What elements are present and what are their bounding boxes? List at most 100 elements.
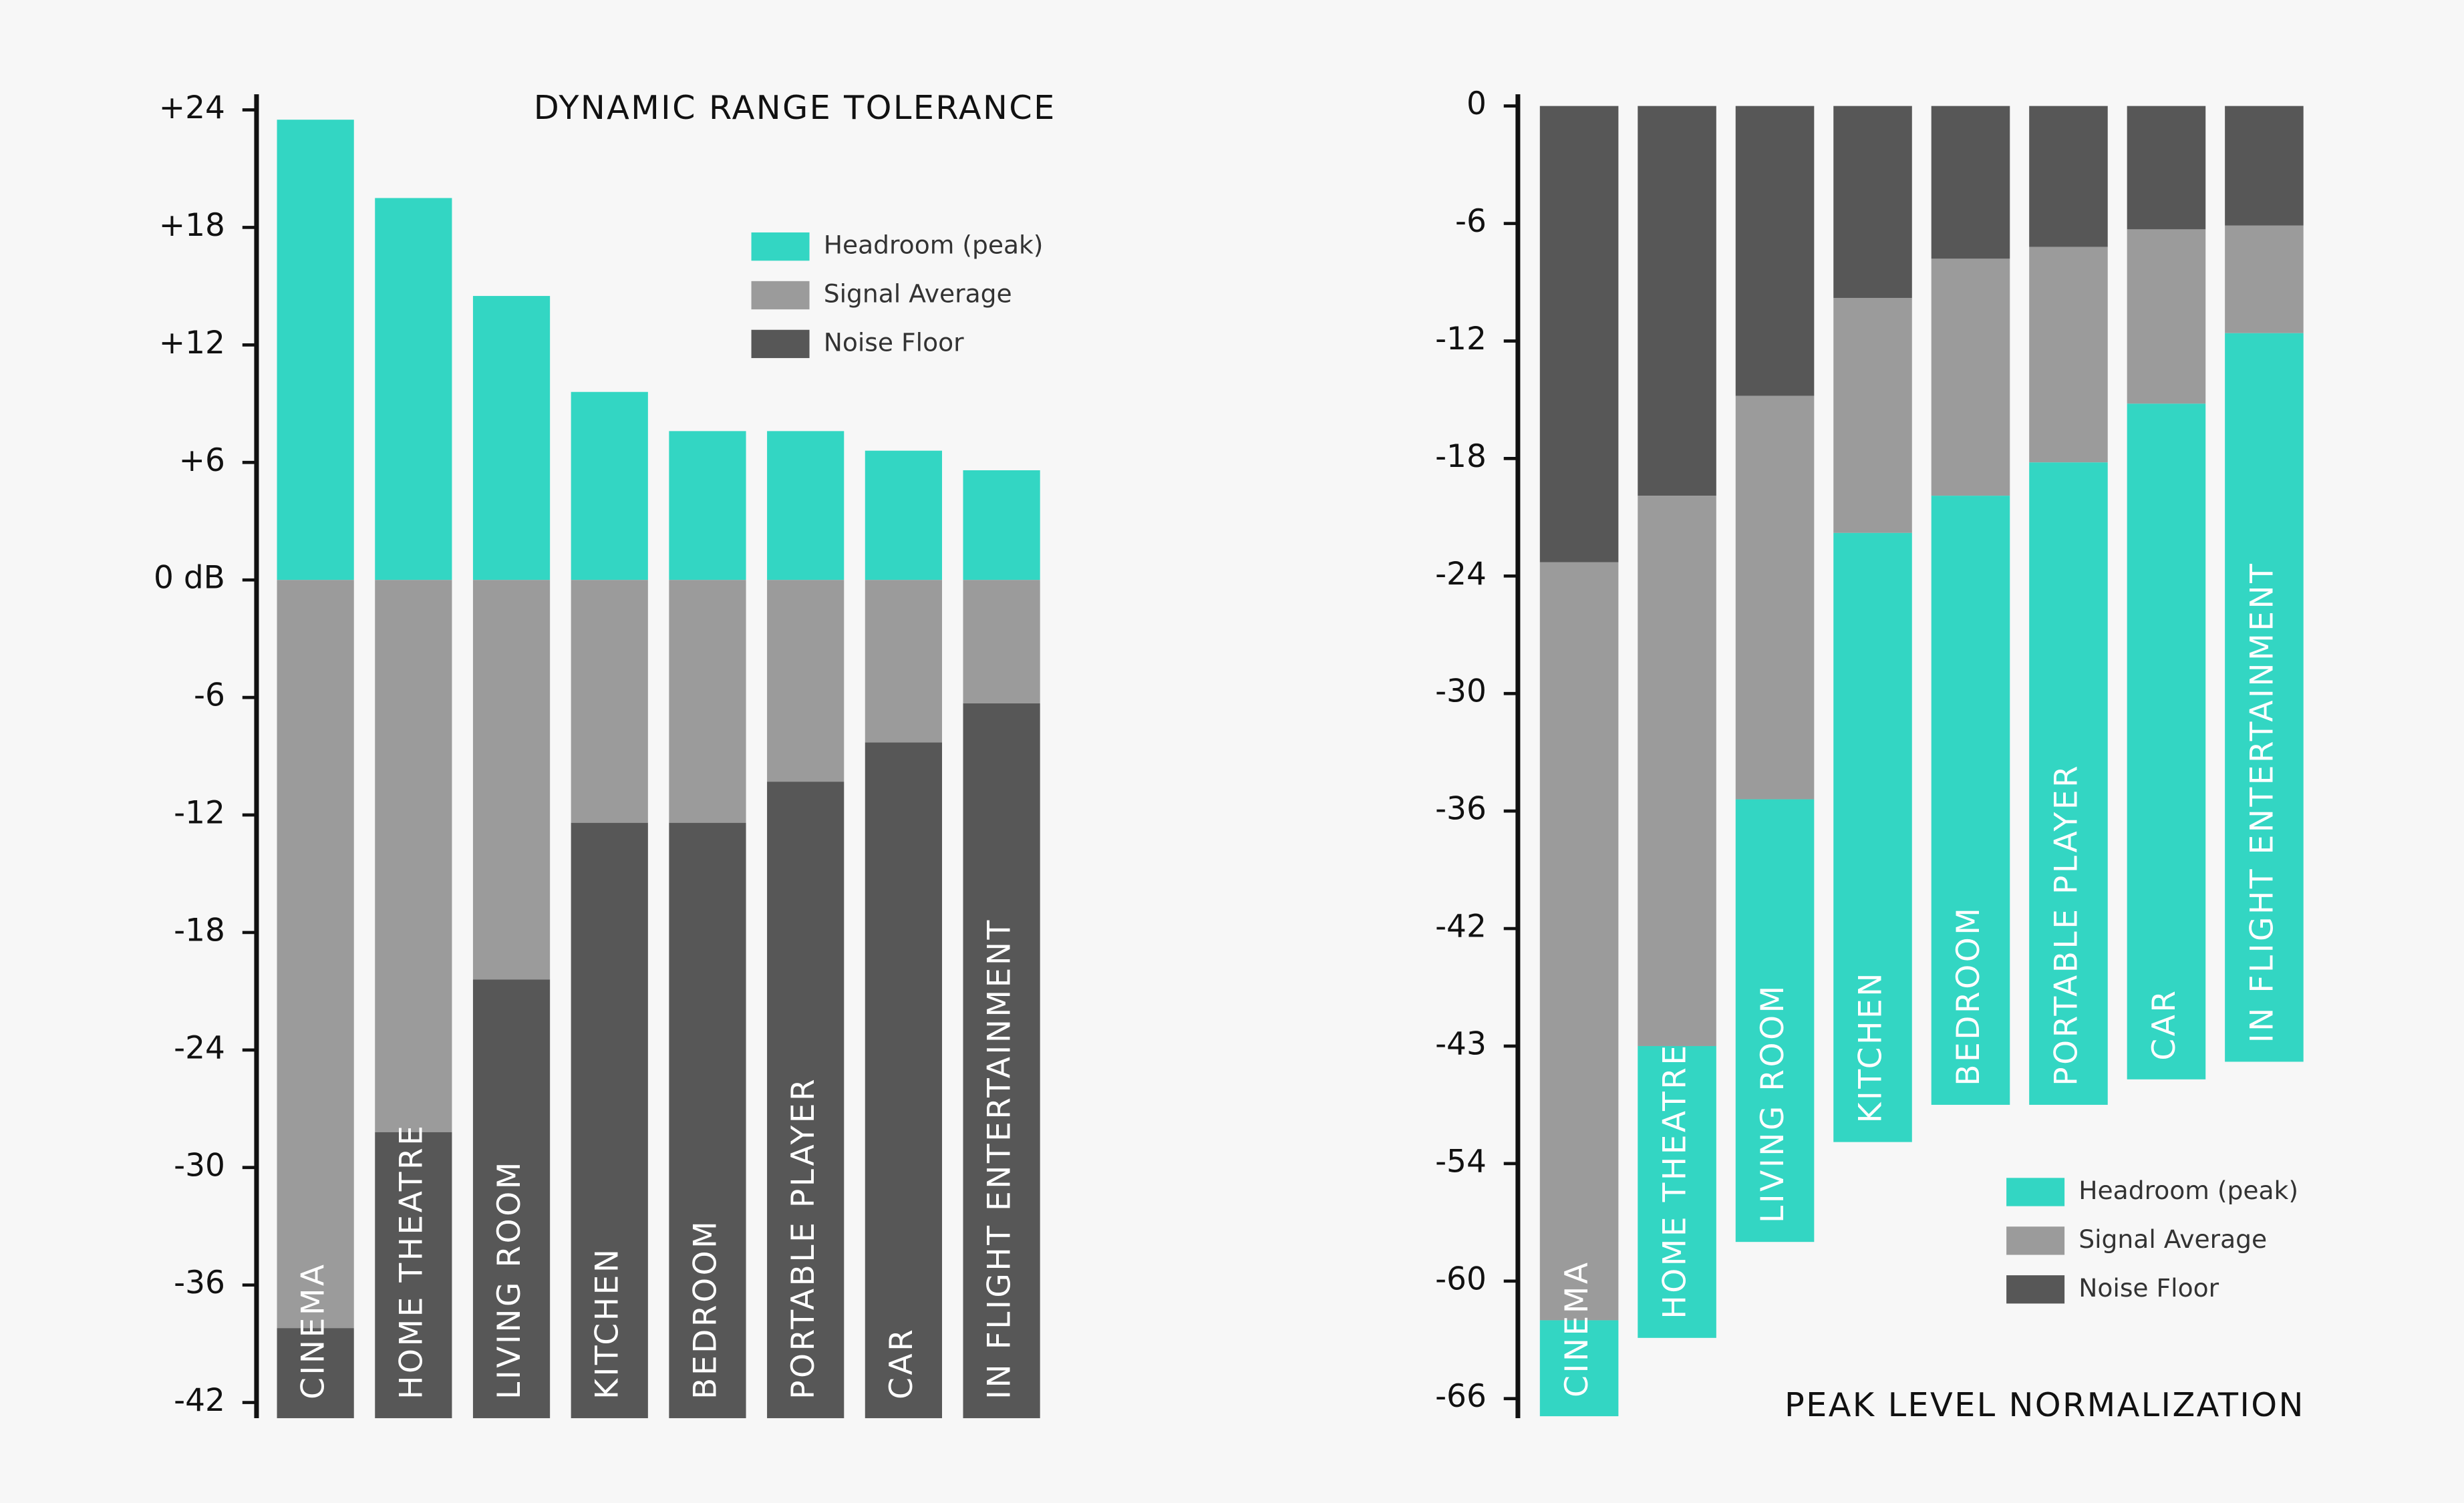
bar-segment	[2029, 106, 2108, 247]
category-label: CINEMA	[1559, 1260, 1595, 1397]
legend-swatch	[751, 329, 810, 359]
legend-label: Headroom (peak)	[2078, 1176, 2298, 1205]
chart-title: DYNAMIC RANGE TOLERANCE	[534, 88, 1056, 127]
bar-segment	[1931, 496, 2010, 1105]
bar-segment	[1833, 106, 1912, 298]
legend-label: Headroom (peak)	[824, 230, 1044, 260]
bar-segment	[571, 580, 648, 823]
category-label: IN FLIGHT ENTERTAINMENT	[981, 918, 1018, 1399]
y-tick-label: -24	[174, 1029, 225, 1066]
y-tick-label: -36	[174, 1265, 225, 1301]
bar-segment	[2127, 403, 2206, 1079]
legend-label: Noise Floor	[824, 327, 964, 357]
bar-segment	[865, 742, 942, 1419]
y-tick-label: -42	[1435, 908, 1487, 945]
category-label: HOME THEATRE	[1657, 1043, 1694, 1319]
bar-segment	[472, 979, 551, 1419]
bar-segment	[2127, 229, 2206, 404]
bar-segment	[767, 431, 844, 580]
y-tick-label: 0 dB	[154, 560, 225, 597]
bar-segment	[472, 580, 551, 980]
y-tick-label: -36	[1435, 791, 1487, 828]
y-tick-label: -6	[1455, 203, 1487, 240]
y-tick-label: -30	[1435, 673, 1487, 710]
bar-segment	[1735, 799, 1815, 1242]
y-tick-label: -43	[1435, 1025, 1487, 1062]
y-tick-label: -30	[174, 1147, 225, 1184]
bar-segment	[1833, 532, 1912, 1142]
y-tick-label: +12	[159, 325, 225, 361]
bar-segment	[1833, 297, 1912, 533]
legend-swatch	[751, 281, 810, 310]
bar-segment	[1638, 496, 1716, 1046]
y-tick-label: -24	[1435, 556, 1487, 593]
bar-segment	[963, 703, 1040, 1419]
legend-swatch	[2006, 1178, 2065, 1206]
y-tick-label: -54	[1435, 1143, 1487, 1180]
category-label: IN FLIGHT ENTERTAINMENT	[2244, 562, 2280, 1043]
y-tick-label: -60	[1435, 1261, 1487, 1297]
bar-segment	[277, 580, 354, 1329]
y-tick-label: -12	[1435, 321, 1487, 357]
bar-segment	[1638, 106, 1716, 496]
category-label: LIVING ROOM	[491, 1160, 528, 1399]
y-tick-label: +6	[179, 442, 225, 479]
bar-segment	[1539, 1320, 1619, 1417]
bar-segment	[2029, 462, 2108, 1105]
category-label: KITCHEN	[1853, 971, 1889, 1123]
legend-swatch	[2006, 1226, 2065, 1255]
y-tick-label: -12	[174, 795, 225, 832]
bar-segment	[375, 1132, 452, 1419]
bar-segment	[963, 470, 1040, 580]
y-tick-label: +18	[159, 207, 225, 244]
category-label: BEDROOM	[1950, 906, 1987, 1086]
bar-segment	[669, 431, 746, 580]
bar-segment	[767, 580, 844, 782]
bar-segment	[571, 391, 648, 580]
bar-segment	[1638, 1045, 1716, 1338]
legend-label: Signal Average	[2078, 1224, 2267, 1254]
bar-segment	[375, 198, 452, 580]
bar-segment	[2225, 106, 2304, 226]
category-label: CAR	[883, 1327, 920, 1399]
legend-label: Signal Average	[824, 279, 1012, 309]
category-label: PORTABLE PLAYER	[785, 1077, 822, 1399]
bar-segment	[277, 1328, 354, 1419]
bar-segment	[277, 120, 354, 580]
bar-segment	[669, 580, 746, 823]
bar-segment	[767, 782, 844, 1419]
bar-segment	[865, 450, 942, 580]
y-tick-label: -6	[194, 677, 225, 714]
category-label: KITCHEN	[589, 1246, 626, 1399]
bar-segment	[571, 822, 648, 1419]
category-label: BEDROOM	[687, 1219, 724, 1399]
y-tick-label: -42	[174, 1382, 225, 1419]
bar-segment	[865, 580, 942, 743]
legend-swatch	[2006, 1275, 2065, 1304]
bar-segment	[1735, 106, 1815, 396]
bar-segment	[472, 296, 551, 580]
y-tick-label: -66	[1435, 1378, 1487, 1415]
legend-swatch	[751, 232, 810, 261]
category-label: PORTABLE PLAYER	[2048, 764, 2085, 1086]
y-tick-label: +24	[159, 90, 225, 126]
legend-label: Noise Floor	[2078, 1273, 2219, 1303]
bar-segment	[1539, 562, 1619, 1321]
category-label: LIVING ROOM	[1754, 983, 1791, 1223]
bar-segment	[2127, 106, 2206, 230]
bar-segment	[1931, 106, 2010, 259]
category-label: CINEMA	[295, 1262, 332, 1399]
bar-segment	[2225, 333, 2304, 1062]
bar-segment	[963, 580, 1040, 703]
bar-segment	[375, 580, 452, 1132]
y-tick-label: -18	[1435, 438, 1487, 475]
bar-segment	[2029, 246, 2108, 463]
y-tick-label: -18	[174, 912, 225, 949]
category-label: CAR	[2146, 988, 2183, 1060]
bar-segment	[2225, 225, 2304, 333]
bar-segment	[1735, 395, 1815, 800]
bar-segment	[1539, 106, 1619, 562]
